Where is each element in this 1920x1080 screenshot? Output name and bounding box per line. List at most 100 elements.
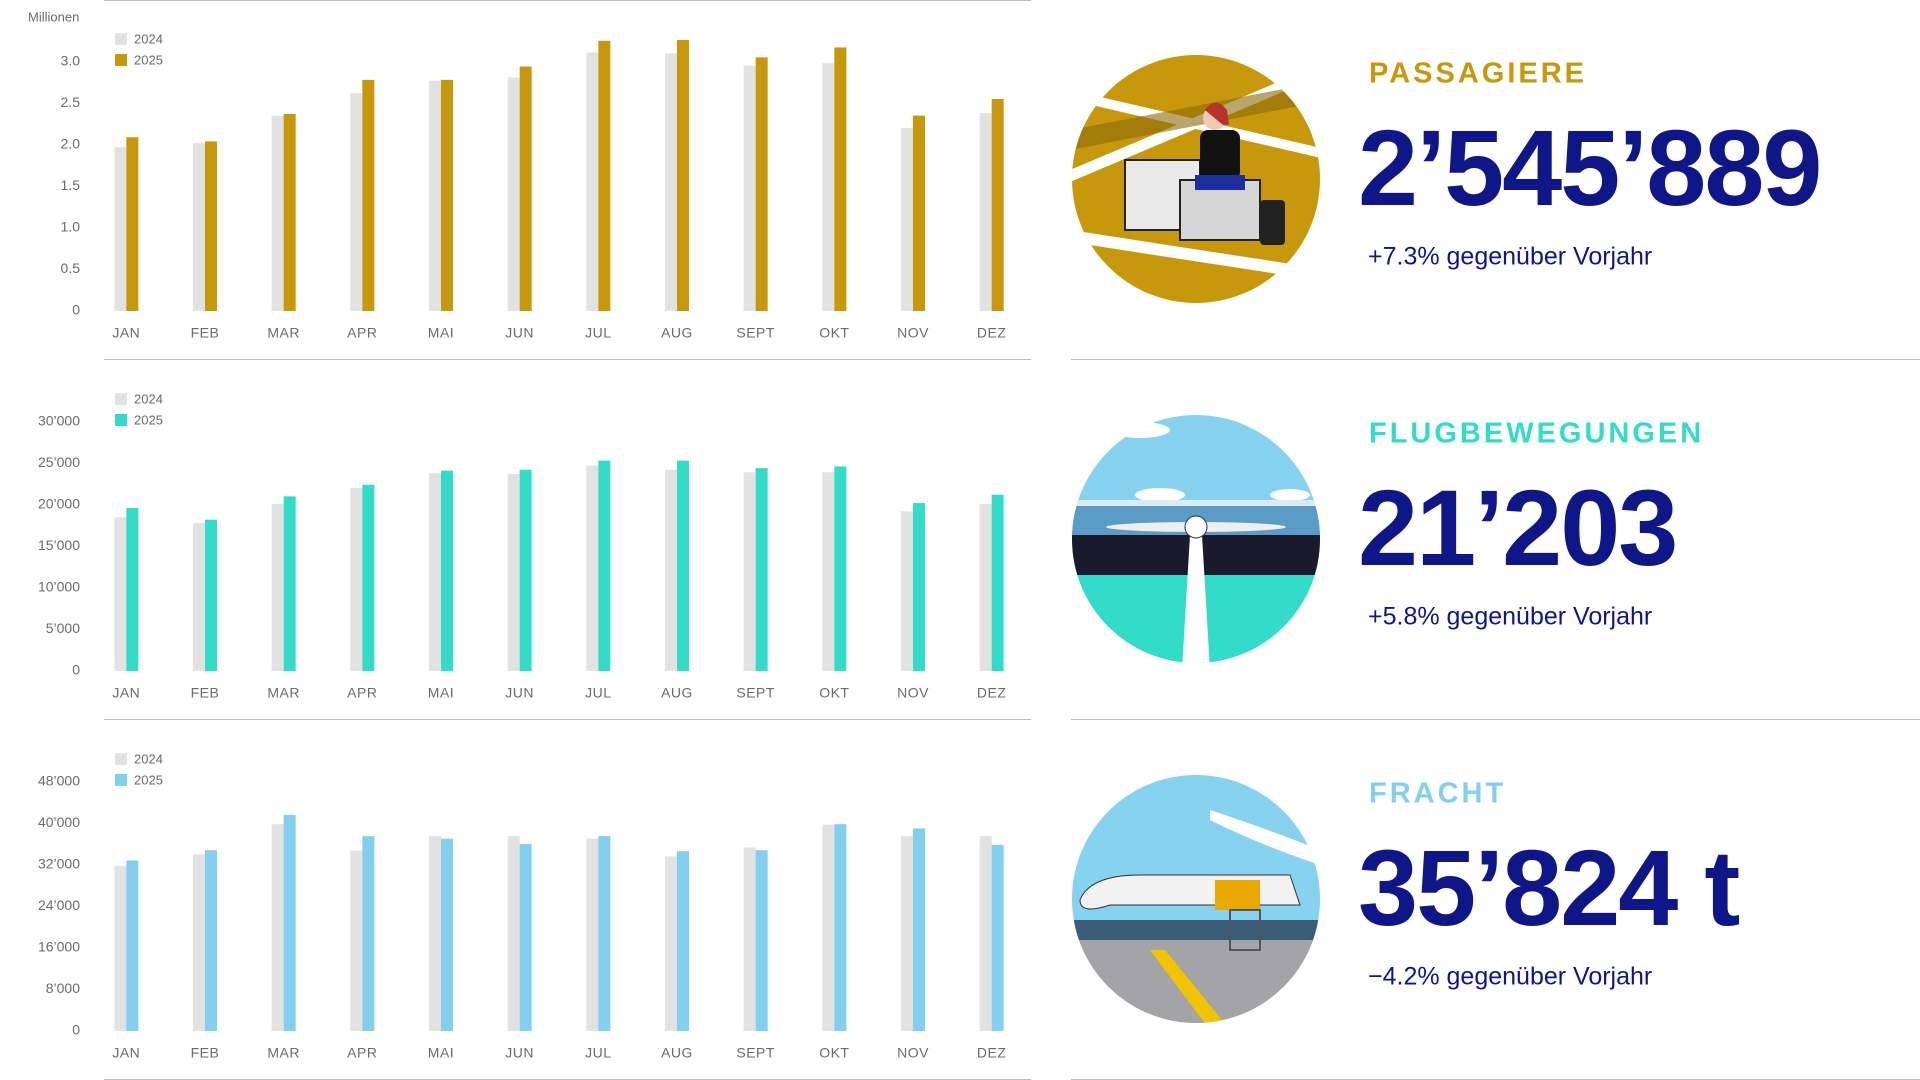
bar (283, 814, 296, 1031)
bar (901, 836, 913, 1031)
x-tick-label: OKT (819, 1045, 849, 1061)
kpi-change: +5.8% gegenüber Vorjahr (1368, 603, 1652, 631)
x-tick-label: NOV (897, 1045, 929, 1061)
kpi-value: 21’203 (1358, 467, 1676, 588)
bar (598, 836, 611, 1031)
bar (665, 469, 677, 671)
illustration-passenger (1072, 55, 1320, 303)
x-tick-label: MAI (428, 685, 454, 701)
x-tick-label: APR (347, 685, 377, 701)
bar (755, 850, 768, 1031)
y-axis-title: Millionen (28, 9, 79, 24)
bar (193, 523, 205, 671)
bar (362, 484, 375, 671)
bar (991, 494, 1004, 671)
bar (743, 847, 756, 1031)
bar (271, 824, 284, 1031)
bar (362, 836, 375, 1031)
legend-label: 2025 (134, 772, 163, 787)
y-tick-label: 3.0 (61, 52, 81, 68)
bar (114, 517, 127, 671)
bar (677, 851, 689, 1031)
x-tick-label: AUG (661, 685, 693, 701)
bar (598, 460, 611, 671)
x-tick-label: OKT (819, 685, 849, 701)
bar (114, 147, 127, 311)
x-tick-label: FEB (191, 325, 220, 341)
y-tick-label: 40’000 (38, 814, 80, 830)
y-tick-label: 32’000 (38, 855, 80, 871)
y-tick-label: 0.5 (61, 260, 81, 276)
legend-swatch (115, 393, 127, 405)
x-tick-label: OKT (819, 325, 849, 341)
bar (519, 66, 532, 311)
bar (350, 93, 363, 311)
x-tick-label: NOV (897, 325, 929, 341)
y-tick-label: 24’000 (38, 897, 80, 913)
bar (271, 503, 284, 671)
bar (979, 113, 992, 312)
x-tick-label: JUL (585, 1045, 611, 1061)
x-tick-label: JAN (112, 685, 140, 701)
bar (979, 503, 992, 671)
y-tick-label: 2.5 (61, 94, 81, 110)
illustration-runway (1072, 415, 1320, 663)
legend-label: 2024 (134, 31, 163, 46)
bar (429, 473, 441, 671)
bar (507, 473, 520, 671)
bar (822, 472, 835, 671)
bar (586, 52, 599, 311)
bar (283, 113, 296, 311)
x-tick-label: APR (347, 325, 377, 341)
x-tick-label: JAN (112, 325, 140, 341)
kpi-value: 35’824 t (1358, 827, 1739, 948)
bar (114, 865, 127, 1031)
kpi-change: +7.3% gegenüber Vorjahr (1368, 243, 1652, 271)
legend-swatch (115, 414, 127, 426)
bar (519, 469, 532, 671)
bar (677, 39, 689, 311)
x-tick-label: SEPT (736, 1045, 775, 1061)
x-tick-label: AUG (661, 325, 693, 341)
x-tick-label: DEZ (977, 1045, 1007, 1061)
x-tick-label: SEPT (736, 325, 775, 341)
x-tick-label: MAI (428, 1045, 454, 1061)
bar (743, 472, 756, 671)
bar (126, 137, 139, 311)
bar (598, 40, 611, 312)
bar (519, 843, 532, 1031)
x-tick-label: MAR (267, 1045, 300, 1061)
x-tick-label: DEZ (977, 325, 1007, 341)
y-tick-label: 25’000 (38, 454, 80, 470)
bar (441, 838, 453, 1031)
bar (441, 79, 453, 311)
bar (441, 470, 453, 671)
bar (991, 844, 1004, 1031)
bar (271, 115, 284, 311)
x-tick-label: SEPT (736, 685, 775, 701)
x-tick-label: APR (347, 1045, 377, 1061)
bar (205, 141, 217, 311)
bar (665, 53, 677, 311)
x-tick-label: FEB (191, 685, 220, 701)
bar (979, 836, 992, 1031)
legend-swatch (115, 54, 127, 66)
bar (362, 79, 375, 311)
bar (586, 838, 599, 1031)
bar (901, 511, 913, 671)
y-tick-label: 1.5 (61, 177, 81, 193)
legend-swatch (115, 774, 127, 786)
bar (350, 488, 363, 671)
legend-label: 2024 (134, 391, 163, 406)
x-tick-label: NOV (897, 685, 929, 701)
legend-label: 2024 (134, 751, 163, 766)
y-tick-label: 0 (72, 662, 80, 678)
y-tick-label: 0 (72, 1022, 80, 1038)
bar (834, 466, 847, 671)
legend-swatch (115, 753, 127, 765)
kpi-title: PASSAGIERE (1369, 58, 1587, 90)
bar (350, 850, 363, 1031)
bar (205, 519, 217, 671)
bar (991, 98, 1004, 311)
